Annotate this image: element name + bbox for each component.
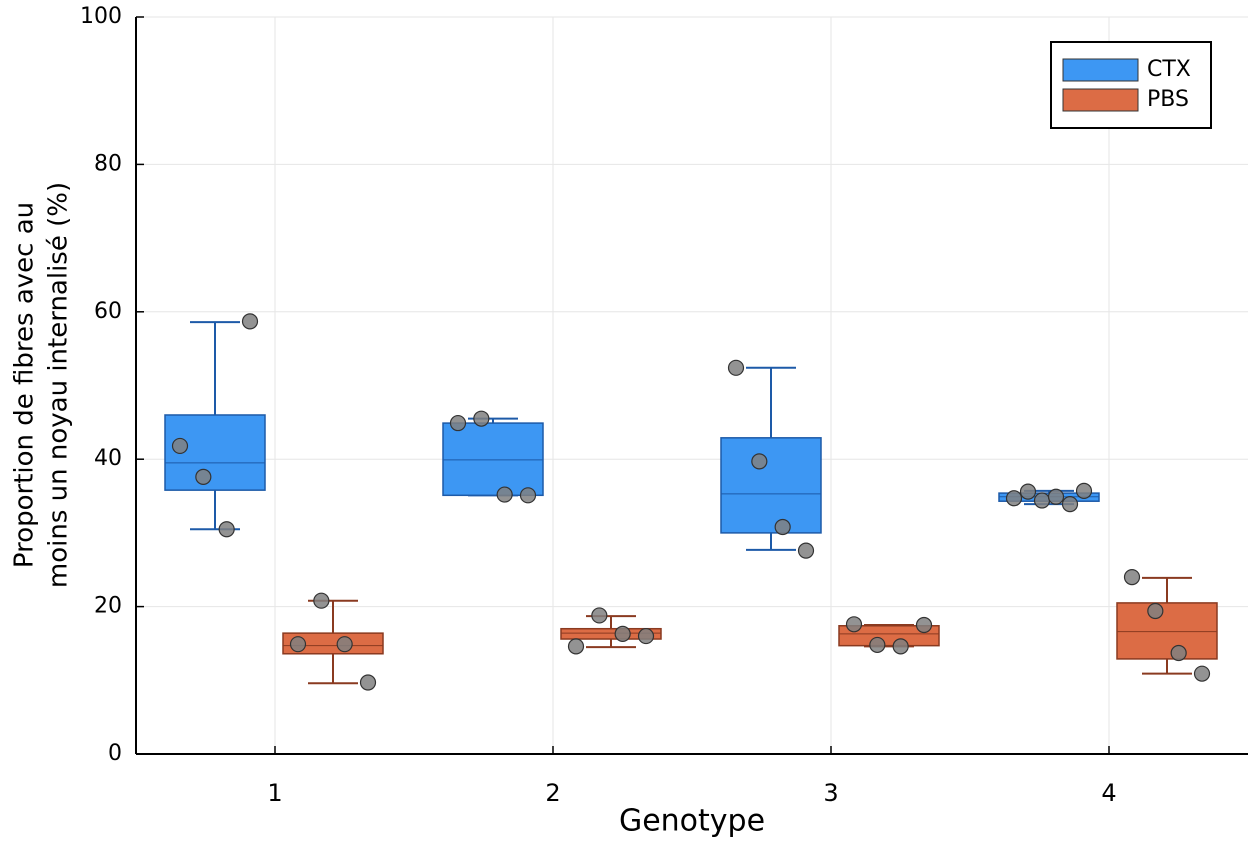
- x-tick-label: 2: [545, 779, 560, 807]
- y-tick-label: 60: [94, 299, 122, 324]
- data-point: [915, 616, 933, 634]
- x-tick-label: 1: [267, 779, 282, 807]
- data-point: [1005, 490, 1023, 507]
- data-point: [289, 636, 307, 653]
- y-axis-title-line: Proportion de fibres avec au: [10, 202, 40, 568]
- data-point: [241, 313, 259, 330]
- data-point: [637, 627, 655, 645]
- data-point: [218, 521, 235, 538]
- legend-swatch: [1062, 58, 1139, 82]
- legend-label: PBS: [1147, 87, 1189, 112]
- data-point: [313, 592, 330, 609]
- y-tick-label: 100: [80, 4, 122, 29]
- data-point: [567, 638, 585, 655]
- y-tick-label: 0: [108, 741, 122, 766]
- data-point: [496, 486, 513, 503]
- legend: CTX PBS: [1050, 41, 1212, 129]
- data-point: [774, 518, 791, 536]
- y-axis-title-line: moins un noyau internalisé (%): [44, 182, 74, 588]
- data-point: [614, 625, 631, 642]
- box: [442, 422, 544, 497]
- x-axis-title: Genotype: [619, 804, 765, 839]
- data-point: [845, 616, 863, 633]
- data-point: [449, 414, 467, 432]
- y-tick-label: 40: [94, 446, 122, 471]
- data-point: [1170, 644, 1187, 662]
- box: [282, 632, 384, 655]
- data-point: [1193, 665, 1211, 682]
- x-tick-label: 4: [1101, 779, 1116, 807]
- box: [838, 625, 940, 647]
- y-tick-label: 80: [94, 151, 122, 176]
- data-point: [473, 410, 490, 427]
- x-tick-label: 3: [823, 779, 838, 807]
- data-point: [797, 542, 815, 559]
- box: [720, 437, 822, 534]
- box: [1116, 602, 1218, 660]
- legend-swatch: [1062, 88, 1139, 112]
- data-point: [195, 468, 212, 485]
- data-point: [727, 359, 745, 376]
- data-point: [591, 607, 608, 624]
- data-point: [1061, 496, 1079, 513]
- data-point: [519, 487, 537, 504]
- data-point: [1019, 483, 1037, 500]
- box: [560, 627, 662, 640]
- data-point: [336, 636, 353, 653]
- data-point: [1047, 488, 1065, 505]
- data-point: [869, 636, 886, 654]
- data-point: [1075, 482, 1093, 499]
- data-point: [892, 638, 909, 655]
- legend-frame: [1050, 41, 1212, 129]
- data-point: [1033, 492, 1051, 509]
- data-point: [1123, 569, 1141, 586]
- data-point: [1147, 602, 1164, 620]
- data-point: [171, 437, 189, 455]
- data-point: [359, 674, 377, 691]
- legend-label: CTX: [1147, 57, 1191, 82]
- data-point: [751, 453, 768, 470]
- y-axis-title: Proportion de fibres avec au moins un no…: [10, 182, 74, 588]
- y-tick-label: 20: [94, 594, 122, 619]
